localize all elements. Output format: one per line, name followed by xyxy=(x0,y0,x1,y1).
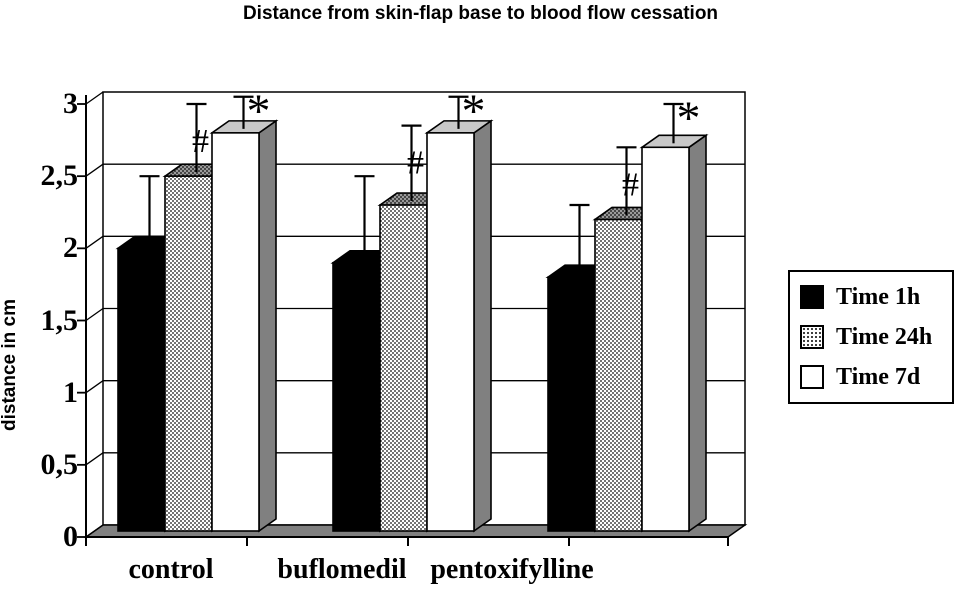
legend-label: Time 7d xyxy=(836,363,921,390)
bar-pentoxifylline-time-7d xyxy=(639,133,709,533)
y-tick-label: 2,5 xyxy=(40,159,79,193)
hash-significance-marker: # xyxy=(407,145,424,182)
legend-item-time-1h: Time 1h xyxy=(800,281,942,313)
error-bar-control-time-7d xyxy=(233,95,254,129)
bar-control-time-7d xyxy=(209,119,279,533)
error-bar-control-time-24h xyxy=(186,102,207,173)
y-tick-label: 1,5 xyxy=(40,303,79,337)
bar-control-time-1h-front-face xyxy=(117,247,166,532)
y-axis-tick-connector xyxy=(85,452,104,466)
category-label-buflomedil: buflomedil xyxy=(277,554,407,585)
error-bar-buflomedil-time-24h xyxy=(401,124,422,202)
legend-label: Time 24h xyxy=(836,323,933,350)
category-label-pentoxifylline: pentoxifylline xyxy=(430,554,594,585)
legend-label: Time 1h xyxy=(836,283,921,310)
asterisk-significance-marker: * xyxy=(677,92,701,145)
y-tick-label: 3 xyxy=(63,87,78,120)
bar-buflomedil-time-7d xyxy=(424,119,494,533)
bar-control-time-7d-side-face xyxy=(258,119,277,533)
error-bar-control-time-1h xyxy=(139,175,160,245)
error-bar-pentoxifylline-time-24h xyxy=(616,146,637,216)
hash-significance-marker: # xyxy=(622,166,639,203)
legend-item-time-7d: Time 7d xyxy=(800,361,942,393)
y-tick-label: 1 xyxy=(63,375,78,409)
bar-buflomedil-time-7d-side-face xyxy=(473,119,492,533)
hash-significance-marker: # xyxy=(192,123,209,160)
bar-control-time-7d-front-face xyxy=(211,132,260,532)
asterisk-significance-marker: * xyxy=(247,85,271,138)
legend-swatch-white-icon xyxy=(800,365,824,389)
legend: Time 1h Time 24h Time 7d xyxy=(788,270,954,404)
bar-pentoxifylline-time-7d-front-face xyxy=(641,146,690,532)
y-axis-tick-connector xyxy=(85,380,104,394)
error-bar-buflomedil-time-1h xyxy=(354,175,375,259)
y-axis-tick-connector xyxy=(85,307,104,322)
chart-title: Distance from skin-flap base to blood fl… xyxy=(242,3,719,24)
y-axis-tick-connector xyxy=(85,163,104,177)
bar-pentoxifylline-time-1h-front-face xyxy=(547,276,596,532)
y-axis-tick-connector xyxy=(85,91,104,105)
category-label-control: control xyxy=(128,554,214,585)
error-bar-buflomedil-time-7d xyxy=(448,95,469,129)
y-tick-label: 0 xyxy=(63,520,78,553)
y-tick-label: 2 xyxy=(63,231,78,265)
asterisk-significance-marker: * xyxy=(462,85,486,138)
y-axis-tick-connector xyxy=(85,235,104,249)
bar-control-time-24h-front-face xyxy=(164,175,213,532)
error-bar-pentoxifylline-time-7d xyxy=(663,102,684,144)
bar-pentoxifylline-time-24h-front-face xyxy=(594,218,643,532)
y-tick-label: 0,5 xyxy=(40,447,79,481)
y-axis-tick-connector xyxy=(85,524,104,538)
bar-buflomedil-time-7d-front-face xyxy=(426,132,475,532)
legend-swatch-black-icon xyxy=(800,285,824,309)
legend-item-time-24h: Time 24h xyxy=(800,321,942,353)
error-bar-pentoxifylline-time-1h xyxy=(569,203,590,274)
bar-buflomedil-time-24h-front-face xyxy=(379,204,428,532)
bar-buflomedil-time-1h-front-face xyxy=(332,261,381,532)
legend-swatch-dotted-icon xyxy=(800,325,824,349)
bar-pentoxifylline-time-7d-side-face xyxy=(688,133,707,533)
